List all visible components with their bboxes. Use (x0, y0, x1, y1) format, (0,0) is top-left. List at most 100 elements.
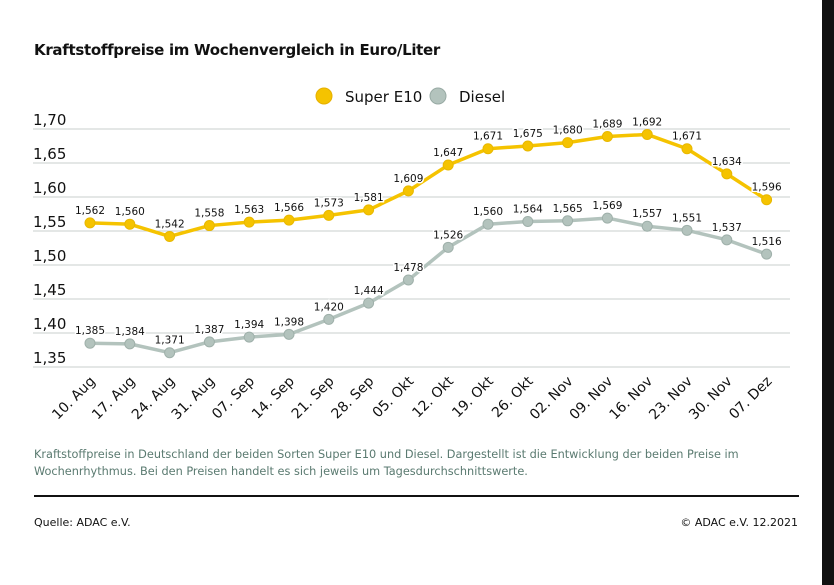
x-tick-label: 12. Okt (409, 373, 457, 421)
data-point (522, 215, 534, 227)
x-tick-label: 07. Dez (726, 374, 775, 423)
data-point (124, 338, 136, 350)
data-point (721, 168, 733, 180)
data-label: 1,671 (473, 131, 503, 143)
data-label: 1,387 (194, 324, 224, 336)
y-tick-label: 1,45 (33, 281, 66, 299)
data-point (601, 212, 613, 224)
data-label: 1,398 (274, 316, 304, 328)
data-label: 1,675 (513, 128, 543, 140)
data-point (323, 209, 335, 221)
data-label: 1,444 (354, 285, 384, 297)
data-point (283, 214, 295, 226)
data-label: 1,647 (433, 147, 463, 159)
data-point (363, 297, 375, 309)
data-point (203, 336, 215, 348)
data-point (482, 218, 494, 230)
data-label: 1,581 (354, 192, 384, 204)
data-label: 1,634 (712, 156, 742, 168)
data-point (283, 328, 295, 340)
data-label: 1,671 (672, 131, 702, 143)
data-label: 1,596 (752, 182, 782, 194)
x-tick-label: 23. Nov (646, 374, 696, 424)
data-point (601, 130, 613, 142)
data-label: 1,420 (314, 301, 344, 313)
legend-label-super-e10: Super E10 (345, 88, 422, 106)
data-label: 1,680 (553, 125, 583, 137)
x-tick-label: 24. Aug (129, 374, 179, 424)
data-point (124, 218, 136, 230)
data-point (323, 313, 335, 325)
data-point (243, 331, 255, 343)
data-point (482, 143, 494, 155)
data-point (84, 337, 96, 349)
data-label: 1,569 (592, 200, 622, 212)
data-label: 1,384 (115, 326, 145, 338)
data-label: 1,566 (274, 202, 304, 214)
data-point (402, 274, 414, 286)
data-label: 1,537 (712, 222, 742, 234)
data-point (761, 248, 773, 260)
x-tick-label: 05. Okt (370, 373, 418, 421)
chart-title: Kraftstoffpreise im Wochenvergleich in E… (34, 41, 441, 59)
series-line-diesel (89, 216, 768, 355)
source-note: Quelle: ADAC e.V. (34, 516, 131, 529)
data-label: 1,692 (632, 116, 662, 128)
data-label: 1,560 (473, 206, 503, 218)
frame-edge (822, 0, 834, 585)
data-point (721, 234, 733, 246)
y-tick-label: 1,35 (33, 349, 66, 367)
legend-marker-super-e10 (315, 87, 333, 105)
data-point (164, 347, 176, 359)
data-label: 1,557 (632, 208, 662, 220)
data-point (761, 194, 773, 206)
data-label: 1,609 (393, 173, 423, 185)
y-tick-label: 1,50 (33, 247, 66, 265)
data-point (641, 128, 653, 140)
x-tick-label: 17. Aug (89, 374, 139, 424)
data-point (641, 220, 653, 232)
chart-caption: Kraftstoffpreise in Deutschland der beid… (34, 448, 739, 478)
data-point (681, 224, 693, 236)
data-point (522, 140, 534, 152)
data-point (681, 143, 693, 155)
legend-marker-diesel (429, 87, 447, 105)
data-point (84, 217, 96, 229)
data-label: 1,573 (314, 197, 344, 209)
x-tick-label: 28. Sep (329, 373, 378, 422)
divider (34, 495, 799, 497)
y-tick-label: 1,65 (33, 145, 66, 163)
data-label: 1,371 (155, 335, 185, 347)
x-tick-label: 10. Aug (49, 374, 99, 424)
data-label: 1,385 (75, 325, 105, 337)
y-tick-label: 1,55 (33, 213, 66, 231)
x-tick-label: 16. Nov (606, 374, 656, 424)
x-tick-label: 02. Nov (527, 374, 577, 424)
x-tick-label: 09. Nov (567, 374, 617, 424)
data-label: 1,558 (194, 208, 224, 220)
data-label: 1,478 (393, 262, 423, 274)
data-label: 1,560 (115, 206, 145, 218)
series-line-super-e10 (89, 132, 768, 239)
y-tick-label: 1,40 (33, 315, 66, 333)
data-point (402, 185, 414, 197)
data-point (164, 230, 176, 242)
x-tick-label: 30. Nov (686, 374, 736, 424)
data-point (442, 241, 454, 253)
x-tick-label: 31. Aug (169, 374, 219, 424)
x-tick-label: 07. Sep (209, 373, 258, 422)
data-label: 1,526 (433, 229, 463, 241)
data-label: 1,564 (513, 203, 543, 215)
y-tick-label: 1,70 (33, 111, 66, 129)
line-chart: 1,70 1,65 1,60 1,55 1,50 1,45 1,40 1,35 Super E1… (33, 87, 790, 424)
data-point (562, 137, 574, 149)
data-label: 1,563 (234, 204, 264, 216)
data-label: 1,394 (234, 319, 264, 331)
data-label: 1,516 (752, 236, 782, 248)
data-point (442, 159, 454, 171)
data-label: 1,542 (155, 218, 185, 230)
legend-label-diesel: Diesel (459, 88, 505, 106)
data-label: 1,565 (553, 203, 583, 215)
x-tick-label: 21. Sep (289, 373, 338, 422)
x-tick-label: 19. Okt (449, 373, 497, 421)
